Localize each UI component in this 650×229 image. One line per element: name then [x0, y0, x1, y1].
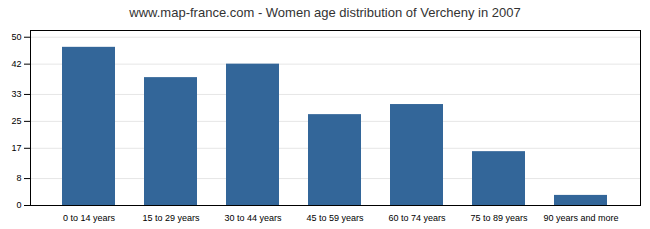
svg-text:0 to 14 years: 0 to 14 years — [63, 213, 116, 223]
svg-text:17: 17 — [11, 143, 21, 153]
svg-text:15 to 29 years: 15 to 29 years — [142, 213, 200, 223]
html-text:www.map-france.com - Women age: www.map-france.com - Women age distribut… — [129, 5, 521, 20]
svg-text:90 years and more: 90 years and more — [543, 213, 618, 223]
svg-text:50: 50 — [11, 32, 21, 42]
svg-text:0: 0 — [16, 200, 21, 210]
svg-text:8: 8 — [16, 173, 21, 183]
svg-text:45 to 59 years: 45 to 59 years — [306, 213, 364, 223]
svg-text:25: 25 — [11, 116, 21, 126]
svg-text:42: 42 — [11, 59, 21, 69]
svg-text:75 to 89 years: 75 to 89 years — [470, 213, 528, 223]
svg-text:33: 33 — [11, 89, 21, 99]
svg-text:30 to 44 years: 30 to 44 years — [224, 213, 282, 223]
svg-text:60 to 74 years: 60 to 74 years — [388, 213, 446, 223]
